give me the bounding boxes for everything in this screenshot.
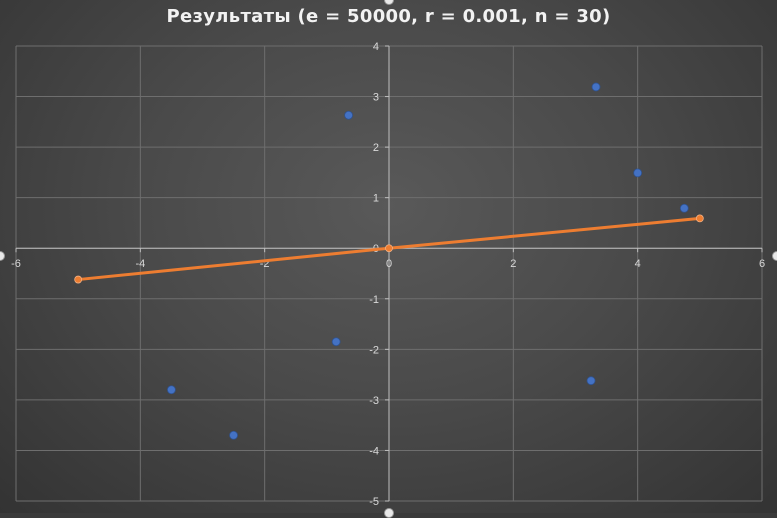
line-point (385, 244, 393, 253)
y-tick-label: 4 (373, 41, 379, 53)
x-tick-label: 6 (759, 258, 765, 270)
scatter-point (633, 168, 643, 178)
resize-handle-right[interactable] (772, 251, 777, 261)
line-point (695, 214, 704, 223)
scatter-point (167, 385, 176, 395)
y-tick-label: -3 (369, 395, 379, 407)
y-tick-label: 2 (373, 142, 379, 154)
y-tick-label: 3 (373, 92, 379, 104)
scatter-point (586, 376, 596, 386)
scatter-point (229, 430, 238, 440)
scatter-point (344, 110, 353, 120)
x-tick-label: -4 (135, 258, 145, 270)
x-tick-label: 2 (510, 258, 516, 270)
y-tick-label: -2 (369, 344, 379, 356)
x-tick-label: 4 (635, 258, 641, 270)
y-tick-label: -5 (369, 496, 379, 508)
chart-title: Результаты (e = 50000, r = 0.001, n = 30… (166, 6, 611, 27)
y-tick-label: -4 (369, 445, 379, 457)
scatter-point (591, 82, 601, 92)
resize-handle-bottom[interactable] (384, 508, 394, 518)
scatter-point (679, 203, 689, 213)
line-point (74, 275, 83, 284)
y-tick-label: -1 (369, 294, 379, 306)
x-tick-label: 0 (386, 258, 392, 270)
x-tick-label: -6 (11, 258, 21, 270)
x-tick-label: -2 (260, 258, 270, 270)
y-tick-label: 1 (373, 193, 379, 205)
scatter-point (331, 337, 341, 347)
